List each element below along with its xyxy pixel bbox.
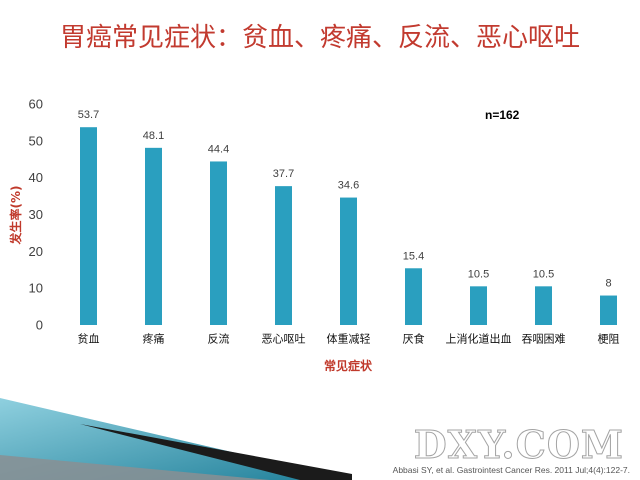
category-label-1: 贫血 bbox=[78, 332, 100, 346]
data-label-6: 15.4 bbox=[403, 250, 424, 262]
bar-4 bbox=[275, 186, 292, 325]
y-tick-label-1: 10 bbox=[29, 281, 43, 296]
sample-size-annotation: n=162 bbox=[485, 108, 520, 122]
category-label-2: 疼痛 bbox=[143, 332, 165, 346]
data-label-4: 37.7 bbox=[273, 168, 294, 180]
data-label-2: 48.1 bbox=[143, 130, 164, 142]
data-label-7: 10.5 bbox=[468, 268, 489, 280]
bar-6 bbox=[405, 268, 422, 325]
bar-1 bbox=[80, 127, 97, 325]
corner-gray-band bbox=[0, 455, 270, 480]
bar-data-labels: 53.7 48.1 44.4 37.7 34.6 15.4 10.5 10.5 8 bbox=[78, 109, 612, 289]
x-axis-title: 常见症状 bbox=[324, 358, 373, 373]
x-axis-category-labels: 贫血 疼痛 反流 恶心呕吐 体重减轻 厌食 上消化道出血 吞咽困难 梗阻 bbox=[78, 332, 620, 346]
y-tick-label-5: 50 bbox=[29, 133, 43, 148]
y-tick-label-0: 0 bbox=[36, 318, 43, 333]
category-label-4: 恶心呕吐 bbox=[262, 333, 306, 346]
category-label-9: 梗阻 bbox=[598, 332, 620, 346]
y-tick-label-3: 30 bbox=[29, 207, 43, 222]
corner-decoration bbox=[0, 398, 352, 480]
data-label-9: 8 bbox=[605, 278, 611, 290]
bar-5 bbox=[340, 197, 357, 325]
category-label-3: 反流 bbox=[208, 332, 230, 346]
y-axis-title: 发生率(%) bbox=[8, 186, 23, 246]
y-tick-label-6: 60 bbox=[29, 97, 43, 112]
slide-title: 胃癌常见症状：贫血、疼痛、反流、恶心呕吐 bbox=[59, 23, 580, 53]
data-label-3: 44.4 bbox=[208, 143, 229, 155]
corner-dark-stripe bbox=[80, 424, 352, 480]
citation: Abbasi SY, et al. Gastrointest Cancer Re… bbox=[392, 465, 630, 475]
bar-2 bbox=[145, 147, 162, 325]
bar-3 bbox=[210, 161, 227, 325]
data-label-8: 10.5 bbox=[533, 268, 554, 280]
data-label-1: 53.7 bbox=[78, 109, 99, 121]
y-axis-tick-labels: 0 10 20 30 40 50 60 bbox=[29, 97, 43, 333]
bar-8 bbox=[535, 286, 552, 325]
bar-series bbox=[80, 127, 617, 325]
category-label-5: 体重减轻 bbox=[327, 332, 371, 346]
category-label-8: 吞咽困难 bbox=[522, 333, 566, 346]
y-tick-label-4: 40 bbox=[29, 170, 43, 185]
category-label-6: 厌食 bbox=[403, 332, 425, 346]
category-label-7: 上消化道出血 bbox=[446, 332, 512, 346]
bar-9 bbox=[600, 295, 617, 325]
watermark-logo: DXY.COM bbox=[414, 422, 624, 467]
y-tick-label-2: 20 bbox=[29, 244, 43, 259]
bar-7 bbox=[470, 286, 487, 325]
data-label-5: 34.6 bbox=[338, 180, 359, 192]
